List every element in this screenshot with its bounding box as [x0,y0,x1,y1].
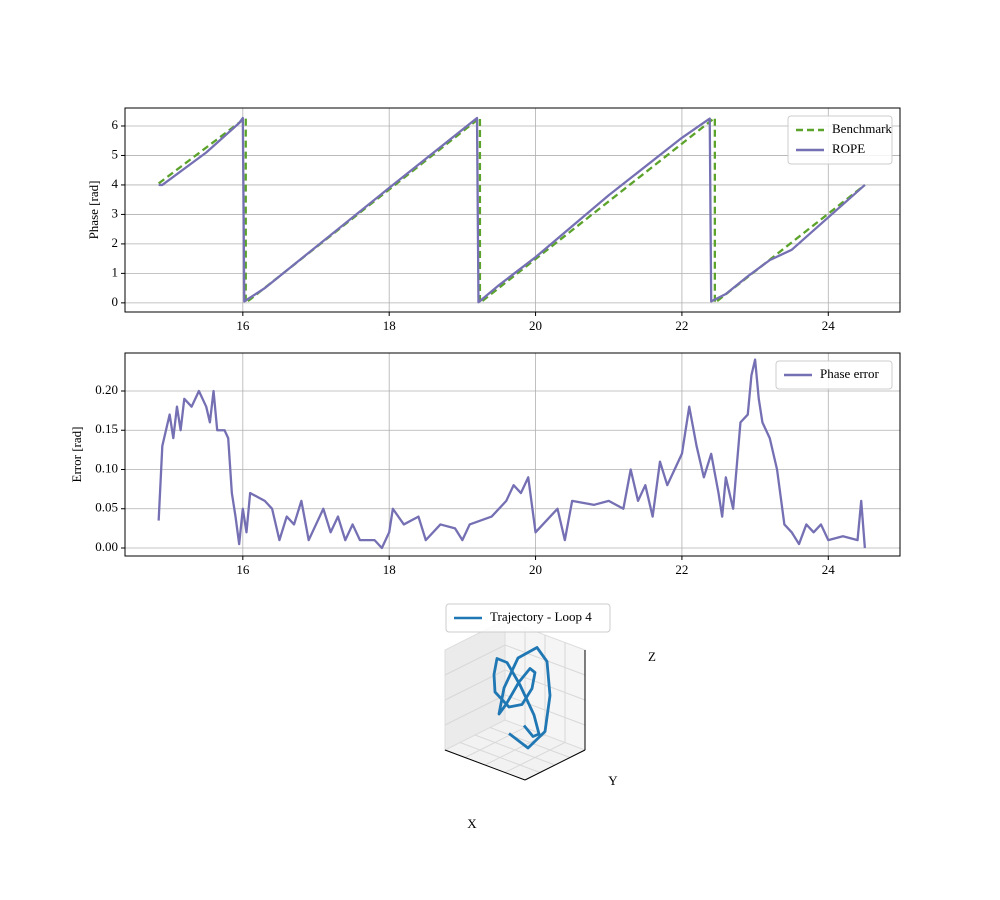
x-tick-label: 20 [529,318,542,333]
x-axis-label: X [467,816,477,831]
y-tick-label: 0 [112,294,119,309]
trajectory [492,646,552,750]
pane-grid [504,642,566,773]
legend-box [445,603,611,633]
x-tick-label: 24 [822,562,836,577]
data-line [157,116,866,305]
legend-label: Benchmark [832,121,892,136]
x-tick-label: 22 [675,562,688,577]
pane-grid [444,694,586,726]
y-tick-label: 0.05 [95,500,118,515]
x-tick-label: 24 [822,318,836,333]
data-line [158,116,866,304]
x-tick-label: 18 [383,318,396,333]
pane-grid [444,669,586,701]
y-tick-label: 2 [112,235,119,250]
y-tick-label: 4 [112,176,119,191]
y-tick-label: 0.15 [95,421,118,436]
pane-grid [489,727,571,758]
axis-line [444,749,526,781]
y-tick-label: 5 [112,146,119,161]
plot-frame [124,352,901,557]
legend-label: Phase error [820,366,880,381]
y-tick-label: 0.10 [95,460,118,475]
y-tick-label: 3 [112,205,119,220]
pane-grid [444,644,586,676]
legend-box [775,360,893,390]
axis-line [524,749,586,781]
y-tick-label: 1 [112,264,119,279]
x-tick-label: 22 [675,318,688,333]
y-tick-label: 0.20 [95,382,118,397]
x-tick-label: 16 [236,318,250,333]
legend-box [787,115,893,165]
x-tick-label: 20 [529,562,542,577]
legend-label: ROPE [832,141,865,156]
x-tick-label: 18 [383,562,396,577]
y-tick-label: 0.00 [95,539,118,554]
legend-label: Trajectory - Loop 4 [490,609,592,624]
data-line [157,358,867,550]
y-axis-label: Error [rad] [69,427,84,483]
pane-grid [484,635,546,766]
y-axis-label: Y [608,773,618,788]
y-axis-label: Phase [rad] [86,181,101,240]
plot-frame [124,107,901,313]
z-axis-label: Z [648,649,656,664]
pane-grid [474,734,556,766]
x-tick-label: 16 [236,562,250,577]
y-tick-label: 6 [112,117,119,132]
